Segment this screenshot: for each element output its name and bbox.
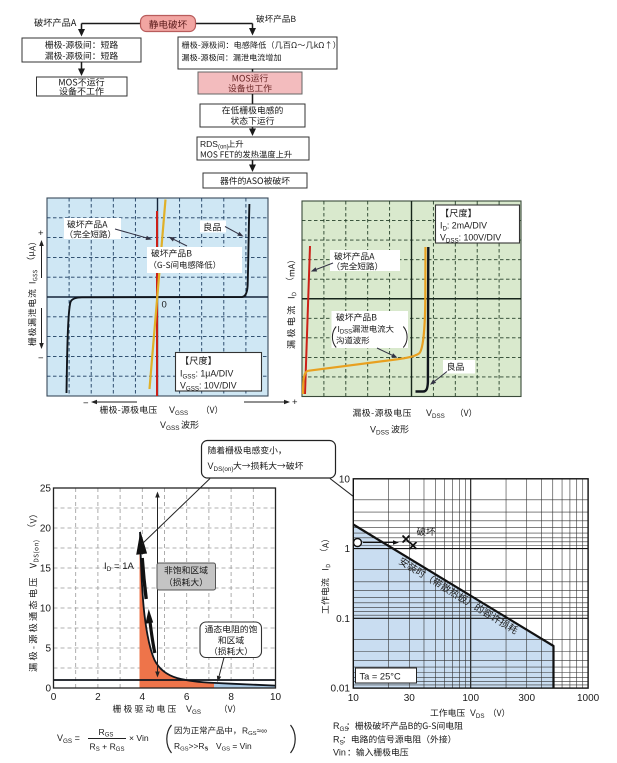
svg-text:VDS(on): VDS(on) xyxy=(208,461,234,473)
svg-text:RGS≈∞: RGS≈∞ xyxy=(242,726,267,738)
svg-text:RGS: RGS xyxy=(99,727,114,739)
svg-text:VDSS: VDSS xyxy=(426,408,445,420)
svg-text:VGSS: VGSS xyxy=(160,420,180,432)
svg-text:VDSS: VDSS xyxy=(370,425,389,437)
svg-text:× Vin: × Vin xyxy=(129,733,149,743)
svg-text:10: 10 xyxy=(339,474,351,485)
svg-text:VGSS: VGSS xyxy=(169,405,188,417)
svg-text:0: 0 xyxy=(162,300,167,311)
svg-text:25: 25 xyxy=(40,484,52,495)
svg-text:4: 4 xyxy=(140,692,146,703)
svg-text:Vin: Vin xyxy=(333,748,346,758)
svg-text:VDSS: 100V/DIV: VDSS: 100V/DIV xyxy=(440,233,501,245)
svg-text:RGS: RGS xyxy=(333,721,349,733)
svg-text:VDS: VDS xyxy=(470,708,484,720)
svg-text:ID: 2mA/DIV: ID: 2mA/DIV xyxy=(440,221,487,233)
svg-text:RS: RS xyxy=(333,735,344,747)
svg-text:1000: 1000 xyxy=(577,693,600,704)
svg-text:ID = 1A: ID = 1A xyxy=(104,561,135,573)
svg-text:RS + RGS: RS + RGS xyxy=(90,742,125,754)
svg-text:30: 30 xyxy=(404,693,416,704)
svg-text:VGS = Vin: VGS = Vin xyxy=(216,741,252,753)
svg-text:RGS>>RS: RGS>>RS xyxy=(174,741,208,753)
svg-text:VGSS: 10V/DIV: VGSS: 10V/DIV xyxy=(180,381,237,393)
svg-text:−: − xyxy=(83,398,89,409)
svg-text:RDS(on): RDS(on) xyxy=(200,139,229,151)
svg-text:IDSS: IDSS xyxy=(338,324,353,336)
svg-text:0.1: 0.1 xyxy=(336,614,350,625)
svg-text:10: 10 xyxy=(40,604,52,615)
svg-text:1: 1 xyxy=(344,544,350,555)
svg-text:IGSS: 1μA/DIV: IGSS: 1μA/DIV xyxy=(180,369,233,381)
svg-text:VGS: VGS xyxy=(186,704,201,716)
svg-text:10: 10 xyxy=(270,692,282,703)
svg-text:10: 10 xyxy=(348,693,360,704)
svg-text:5: 5 xyxy=(45,644,51,655)
svg-text:0: 0 xyxy=(45,684,51,695)
svg-text:+: + xyxy=(38,228,44,239)
svg-text:VGS =: VGS = xyxy=(57,733,80,745)
svg-text:0.01: 0.01 xyxy=(331,684,351,695)
svg-text:−: − xyxy=(38,353,44,364)
svg-text:300: 300 xyxy=(518,693,535,704)
svg-text:2: 2 xyxy=(95,692,101,703)
svg-text:Ta = 25°C: Ta = 25°C xyxy=(360,672,401,682)
svg-text:+: + xyxy=(292,397,298,408)
svg-text:15: 15 xyxy=(40,564,52,575)
svg-text:20: 20 xyxy=(40,524,52,535)
svg-text:8: 8 xyxy=(228,692,234,703)
svg-text:6: 6 xyxy=(184,692,190,703)
svg-text:100: 100 xyxy=(462,693,479,704)
svg-text:0: 0 xyxy=(51,692,57,703)
